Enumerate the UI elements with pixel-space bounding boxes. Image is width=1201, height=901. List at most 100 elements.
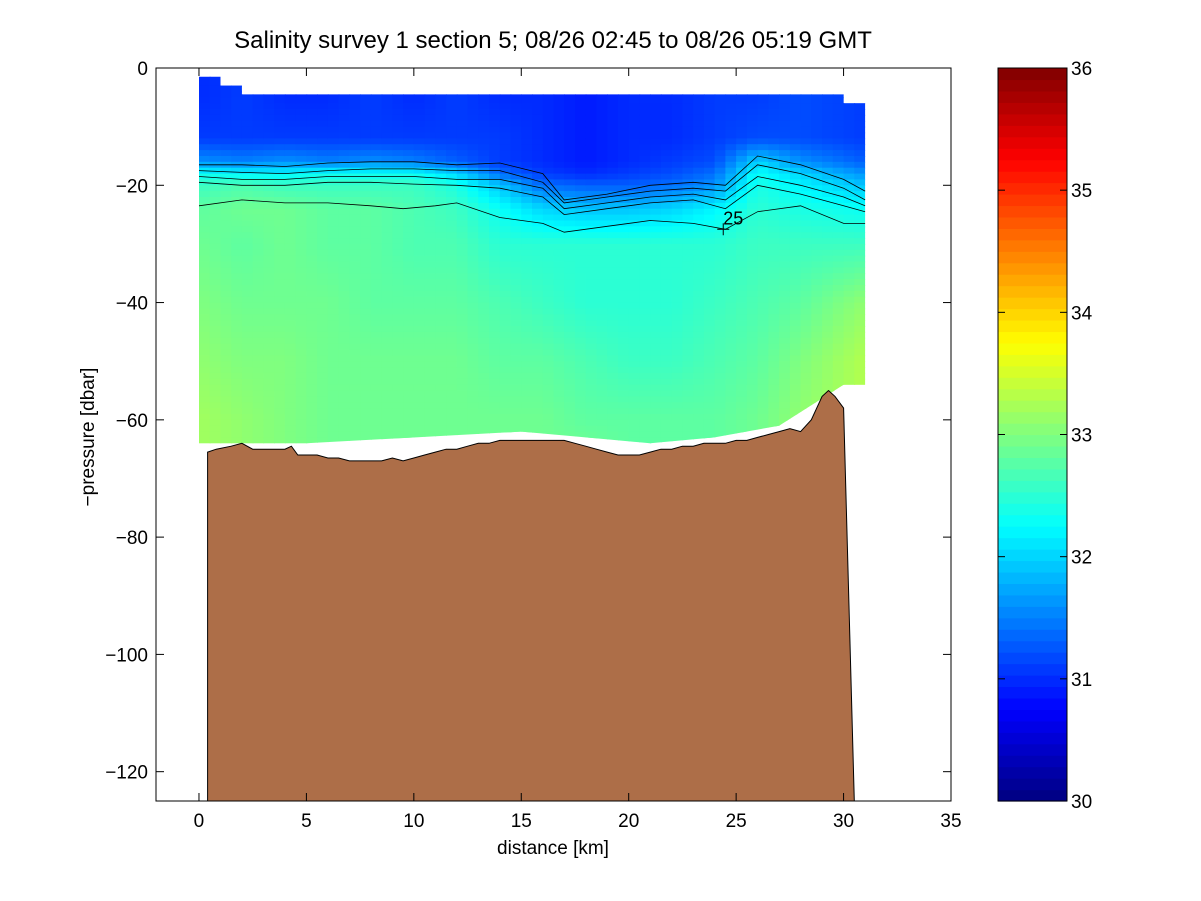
salinity-cell bbox=[854, 132, 866, 140]
salinity-cell bbox=[822, 91, 834, 99]
salinity-cell bbox=[295, 378, 308, 386]
salinity-cell bbox=[360, 138, 372, 146]
salinity-cell bbox=[714, 390, 727, 398]
salinity-cell bbox=[789, 255, 802, 263]
salinity-cell bbox=[209, 320, 222, 327]
salinity-cell bbox=[650, 279, 662, 286]
salinity-cell bbox=[220, 425, 232, 433]
salinity-cell bbox=[467, 255, 480, 263]
salinity-cell bbox=[478, 355, 490, 362]
salinity-cell bbox=[231, 361, 243, 368]
salinity-cell bbox=[241, 249, 254, 257]
salinity-cell bbox=[854, 232, 866, 239]
salinity-cell bbox=[650, 372, 662, 380]
salinity-cell bbox=[800, 144, 813, 151]
plot-frame bbox=[155, 67, 952, 802]
salinity-cell bbox=[671, 167, 684, 175]
salinity-cell bbox=[284, 126, 297, 134]
salinity-cell bbox=[510, 396, 522, 404]
salinity-cell bbox=[241, 267, 254, 275]
salinity-cell bbox=[596, 232, 608, 239]
salinity-cell bbox=[639, 355, 651, 362]
salinity-cell bbox=[607, 103, 619, 110]
salinity-cell bbox=[703, 396, 716, 404]
salinity-cell bbox=[542, 185, 555, 192]
salinity-cell bbox=[284, 378, 297, 386]
salinity-cell bbox=[618, 343, 630, 351]
salinity-cell bbox=[360, 185, 372, 192]
salinity-cell bbox=[327, 273, 340, 280]
salinity-cell bbox=[424, 138, 437, 146]
salinity-cell bbox=[403, 372, 415, 380]
salinity-cell bbox=[306, 437, 318, 444]
salinity-cell bbox=[682, 267, 694, 275]
salinity-cell bbox=[327, 226, 340, 233]
salinity-cell bbox=[542, 156, 555, 163]
salinity-cell bbox=[800, 372, 813, 380]
salinity-cell bbox=[822, 97, 834, 104]
salinity-cell bbox=[800, 114, 813, 122]
salinity-cell bbox=[736, 138, 748, 146]
salinity-cell bbox=[660, 179, 673, 187]
salinity-cell bbox=[338, 302, 351, 310]
salinity-cell bbox=[220, 85, 232, 93]
salinity-cell bbox=[660, 144, 673, 151]
salinity-cell bbox=[800, 320, 813, 327]
salinity-cell bbox=[199, 85, 211, 93]
salinity-cell bbox=[489, 150, 501, 157]
salinity-cell bbox=[274, 390, 286, 398]
salinity-cell bbox=[542, 308, 555, 316]
salinity-cell bbox=[349, 232, 361, 239]
salinity-cell bbox=[295, 296, 308, 304]
salinity-cell bbox=[822, 150, 834, 157]
salinity-cell bbox=[800, 355, 813, 362]
salinity-cell bbox=[317, 343, 329, 351]
salinity-cell bbox=[714, 285, 727, 292]
salinity-cell bbox=[263, 126, 275, 134]
salinity-cell bbox=[338, 249, 351, 257]
salinity-cell bbox=[489, 132, 501, 140]
salinity-cell bbox=[811, 243, 823, 251]
salinity-cell bbox=[843, 132, 856, 140]
salinity-cell bbox=[263, 150, 275, 157]
salinity-cell bbox=[349, 156, 361, 163]
salinity-cell bbox=[768, 226, 780, 233]
salinity-cell bbox=[489, 408, 501, 415]
salinity-cell bbox=[435, 279, 447, 286]
salinity-cell bbox=[746, 167, 759, 175]
salinity-cell bbox=[639, 367, 651, 374]
salinity-cell bbox=[832, 109, 845, 116]
salinity-cell bbox=[274, 290, 286, 298]
salinity-cell bbox=[671, 220, 684, 228]
salinity-cell bbox=[703, 402, 716, 409]
salinity-cell bbox=[757, 390, 770, 398]
salinity-cell bbox=[317, 414, 329, 421]
salinity-cell bbox=[338, 396, 351, 404]
salinity-cell bbox=[596, 320, 608, 327]
salinity-cell bbox=[822, 267, 834, 275]
salinity-cell bbox=[360, 396, 372, 404]
contour-line bbox=[198, 164, 866, 204]
salinity-cell bbox=[618, 337, 630, 345]
salinity-cell bbox=[499, 343, 512, 351]
salinity-cell bbox=[779, 243, 791, 251]
salinity-cell bbox=[585, 396, 598, 404]
salinity-cell bbox=[231, 173, 243, 181]
salinity-cell bbox=[263, 214, 275, 222]
salinity-cell bbox=[779, 150, 791, 157]
salinity-cell bbox=[209, 197, 222, 204]
salinity-cell bbox=[650, 120, 662, 128]
salinity-cell bbox=[489, 390, 501, 398]
colorbar bbox=[998, 68, 1067, 802]
salinity-cell bbox=[693, 267, 705, 275]
salinity-cell bbox=[499, 208, 512, 216]
salinity-cell bbox=[349, 238, 361, 245]
salinity-cell bbox=[499, 372, 512, 380]
salinity-cell bbox=[843, 238, 856, 245]
salinity-cell bbox=[456, 290, 469, 298]
salinity-cell bbox=[413, 226, 426, 233]
salinity-cell bbox=[822, 285, 834, 292]
salinity-cell bbox=[499, 349, 512, 357]
salinity-cell bbox=[736, 372, 748, 380]
salinity-cell bbox=[553, 214, 565, 222]
